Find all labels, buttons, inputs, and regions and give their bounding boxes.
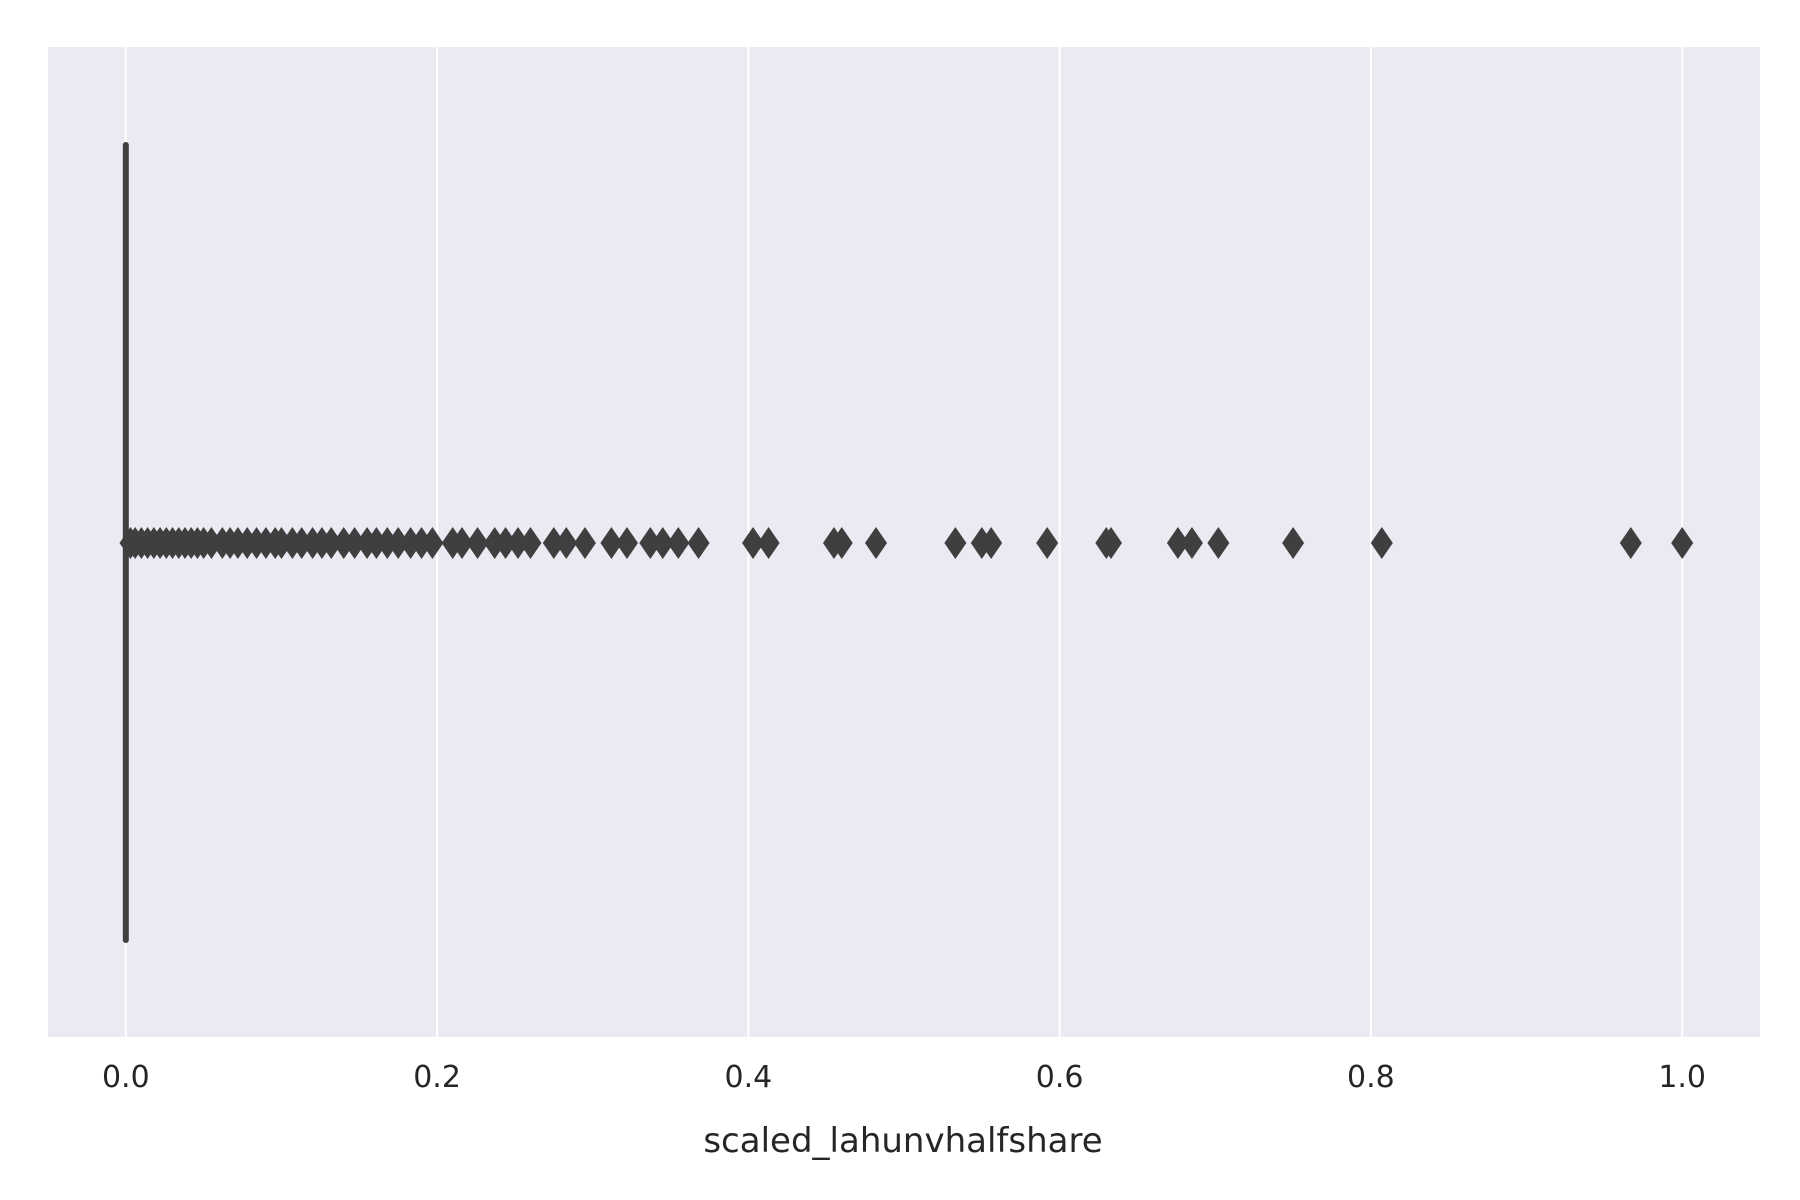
outlier-point (573, 527, 596, 559)
x-tick-label: 0.6 (1036, 1060, 1084, 1095)
x-tick-label: 0.4 (725, 1060, 773, 1095)
outlier-point (555, 527, 578, 559)
outlier-point (450, 527, 473, 559)
outlier-point (320, 527, 343, 559)
outlier-point (1036, 527, 1059, 559)
outlier-point (343, 527, 366, 559)
outlier-point (1166, 527, 1189, 559)
outlier-point (600, 527, 623, 559)
outlier-point (830, 527, 853, 559)
outlier-point (1207, 527, 1230, 559)
outlier-point (757, 527, 780, 559)
outlier-point (421, 527, 444, 559)
x-tick-label: 0.8 (1347, 1060, 1395, 1095)
x-tick-label: 0.0 (102, 1060, 150, 1095)
outlier-point (944, 527, 967, 559)
outlier-point (542, 527, 565, 559)
outlier-point (1099, 527, 1122, 559)
outlier-point (1282, 527, 1305, 559)
outlier-point (1671, 527, 1694, 559)
x-axis-label: scaled_lahunvhalfshare (703, 1121, 1102, 1161)
outlier-point (519, 527, 542, 559)
outlier-point (639, 527, 662, 559)
outlier-point (667, 527, 690, 559)
outlier-point (687, 527, 710, 559)
outlier-point (1619, 527, 1642, 559)
outlier-point (742, 527, 765, 559)
outlier-point (494, 527, 517, 559)
outlier-point (1370, 527, 1393, 559)
x-tick-label: 1.0 (1658, 1060, 1706, 1095)
outlier-point (1180, 527, 1203, 559)
outlier-point (864, 527, 887, 559)
x-tick-label: 0.2 (413, 1060, 461, 1095)
outlier-point (980, 527, 1003, 559)
outlier-point (507, 527, 530, 559)
outlier-point (615, 527, 638, 559)
outlier-point (651, 527, 674, 559)
x-axis-ticks: 0.0 0.2 0.4 0.6 0.8 1.0 (102, 1060, 1706, 1095)
outlier-points (119, 527, 1694, 559)
outlier-point (387, 527, 410, 559)
outlier-point (466, 527, 489, 559)
